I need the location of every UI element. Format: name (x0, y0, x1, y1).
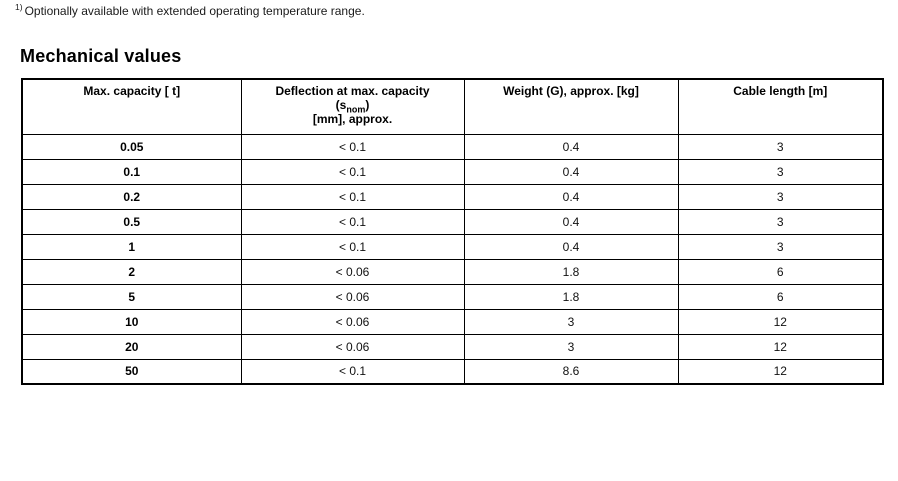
cell-deflection: < 0.1 (240, 208, 465, 235)
header-deflection-symbol: (snom) (335, 98, 370, 115)
cell-capacity: 20 (21, 333, 242, 360)
cell-cable: 3 (677, 158, 884, 185)
footnote-text: Optionally available with extended opera… (24, 4, 365, 18)
header-deflection: Deflection at max. capacity (snom) [mm],… (240, 78, 465, 135)
cell-deflection: < 0.06 (240, 283, 465, 310)
header-max-capacity: Max. capacity [ t] (21, 78, 242, 135)
cell-capacity: 0.05 (21, 133, 242, 160)
cell-capacity: 5 (21, 283, 242, 310)
footnote: 1) Optionally available with extended ope… (15, 2, 365, 18)
section-heading: Mechanical values (20, 46, 182, 66)
cell-cable: 6 (677, 283, 884, 310)
cell-capacity: 2 (21, 258, 242, 285)
table-row: 5 < 0.06 1.8 6 (21, 283, 884, 310)
table-row: 0.2 < 0.1 0.4 3 (21, 183, 884, 210)
cell-capacity: 0.1 (21, 158, 242, 185)
cell-cable: 12 (677, 333, 884, 360)
cell-weight: 0.4 (463, 233, 679, 260)
table-row: 0.05 < 0.1 0.4 3 (21, 133, 884, 160)
cell-deflection: < 0.06 (240, 333, 465, 360)
cell-cable: 3 (677, 183, 884, 210)
cell-capacity: 50 (21, 358, 242, 385)
cell-weight: 3 (463, 308, 679, 335)
table-row: 50 < 0.1 8.6 12 (21, 358, 884, 385)
cell-capacity: 10 (21, 308, 242, 335)
table-row: 2 < 0.06 1.8 6 (21, 258, 884, 285)
cell-weight: 1.8 (463, 258, 679, 285)
header-deflection-line3: [mm], approx. (312, 112, 393, 126)
cell-weight: 8.6 (463, 358, 679, 385)
cell-weight: 1.8 (463, 283, 679, 310)
cell-deflection: < 0.1 (240, 183, 465, 210)
cell-cable: 3 (677, 133, 884, 160)
cell-deflection: < 0.06 (240, 308, 465, 335)
cell-weight: 0.4 (463, 133, 679, 160)
cell-deflection: < 0.1 (240, 158, 465, 185)
header-weight: Weight (G), approx. [kg] (463, 78, 679, 135)
cell-cable: 3 (677, 208, 884, 235)
table-header-row: Max. capacity [ t] Deflection at max. ca… (21, 78, 884, 135)
cell-weight: 0.4 (463, 158, 679, 185)
subscript-nom: nom (346, 104, 366, 115)
table-row: 20 < 0.06 3 12 (21, 333, 884, 360)
cell-cable: 12 (677, 358, 884, 385)
mechanical-values-table: Max. capacity [ t] Deflection at max. ca… (21, 78, 884, 385)
cell-cable: 3 (677, 233, 884, 260)
table-row: 10 < 0.06 3 12 (21, 308, 884, 335)
footnote-marker: 1) (15, 2, 23, 12)
cell-capacity: 0.5 (21, 208, 242, 235)
table-row: 1 < 0.1 0.4 3 (21, 233, 884, 260)
cell-capacity: 1 (21, 233, 242, 260)
cell-cable: 6 (677, 258, 884, 285)
header-cable-length: Cable length [m] (677, 78, 884, 135)
cell-deflection: < 0.06 (240, 258, 465, 285)
cell-weight: 0.4 (463, 183, 679, 210)
header-deflection-line1: Deflection at max. capacity (275, 84, 430, 98)
table-row: 0.1 < 0.1 0.4 3 (21, 158, 884, 185)
table-row: 0.5 < 0.1 0.4 3 (21, 208, 884, 235)
cell-deflection: < 0.1 (240, 133, 465, 160)
cell-weight: 3 (463, 333, 679, 360)
cell-deflection: < 0.1 (240, 233, 465, 260)
cell-cable: 12 (677, 308, 884, 335)
cell-capacity: 0.2 (21, 183, 242, 210)
cell-deflection: < 0.1 (240, 358, 465, 385)
cell-weight: 0.4 (463, 208, 679, 235)
